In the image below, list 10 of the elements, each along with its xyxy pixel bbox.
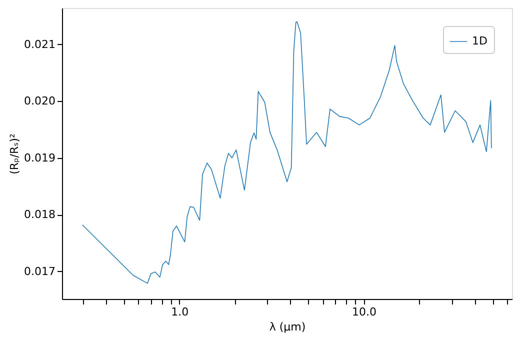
x-tick-label: 1.0 [171,306,189,318]
y-tick-label: 0.021 [24,38,56,51]
y-tick-label: 0.017 [24,264,56,278]
y-tick-label: 0.018 [24,208,56,222]
y-tick-label: 0.019 [24,151,56,164]
x-axis-title: λ (μm) [269,320,306,334]
y-tick-label: 0.020 [24,94,56,108]
x-tick-label: 10.0 [352,306,377,318]
legend-label: 1D [472,34,488,48]
y-axis-title: (Rₚ/Rₛ)² [8,134,22,174]
